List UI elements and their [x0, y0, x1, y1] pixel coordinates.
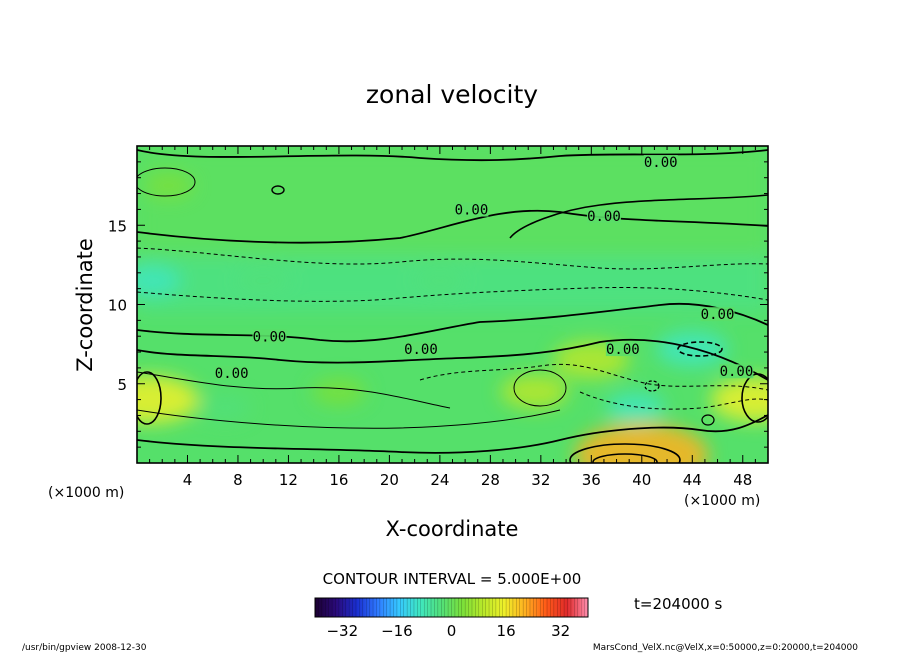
- colorbar-hatch: [314, 598, 589, 617]
- x-tick-label: 48: [733, 471, 752, 489]
- contour-pos-loop-upperleft: [137, 167, 196, 197]
- contour-small-loop: [271, 185, 285, 195]
- contour-label-bg: [643, 155, 678, 170]
- contour-label-bg: [700, 307, 735, 322]
- chart-title: zonal velocity: [366, 80, 538, 109]
- colorbar-tick-label: −32: [326, 622, 358, 640]
- contour-pos-loop-left: [137, 371, 162, 425]
- contour-label: 0.00: [404, 342, 438, 358]
- y-axis-label: Z-coordinate: [73, 238, 97, 372]
- contour-label: 0.00: [701, 307, 735, 323]
- y-tick-label: 5: [117, 376, 127, 394]
- colorbar-tick-label: 16: [497, 622, 516, 640]
- contour-label-bg: [252, 329, 287, 344]
- contour-label: 0.00: [587, 209, 621, 225]
- contour-zero-upper-b: [509, 194, 768, 239]
- y-tick-label: 15: [108, 217, 127, 235]
- contour-labels: 0.00 0.00 0.00 0.00 0.00 0.00 0.00 0.00 0.00: [214, 155, 754, 382]
- contour-lines: [137, 149, 768, 463]
- contour-label: 0.00: [215, 366, 249, 382]
- negative-core-7: [236, 266, 291, 295]
- contour-zero-upper: [137, 209, 768, 244]
- contour-zero-lower: [137, 338, 768, 381]
- contour-neg-dash-c: [419, 363, 768, 391]
- field-layer: 0.00 0.00 0.00 0.00 0.00 0.00 0.00 0.00 0.00: [137, 146, 768, 463]
- colorbar-frame: [314, 597, 589, 618]
- x-tick-label: 16: [329, 471, 348, 489]
- x-tick-label: 20: [380, 471, 399, 489]
- contour-pos-thin-b: [137, 409, 561, 429]
- x-tick-label: 12: [279, 471, 298, 489]
- contour-label: 0.00: [720, 364, 754, 380]
- contour-pos-loop-right: [741, 373, 768, 423]
- x-tick-label: 36: [582, 471, 601, 489]
- contour-label-bg: [586, 208, 621, 223]
- contour-label-bg: [454, 202, 489, 217]
- x-unit-left: (×1000 m): [48, 485, 124, 501]
- contour-neg-loop-right: [677, 341, 723, 357]
- footer-left: /usr/bin/gpview 2008-12-30: [22, 643, 147, 653]
- contour-label-bg: [605, 342, 640, 357]
- colorbar-tick-label: 32: [551, 622, 570, 640]
- colorbar-ticks: −32 −16 0 16 32: [326, 622, 570, 640]
- contour-label-bg: [719, 364, 754, 379]
- x-tick-label: 8: [233, 471, 243, 489]
- x-unit-right: (×1000 m): [684, 493, 760, 509]
- x-tick-label: 40: [632, 471, 651, 489]
- y-axis-ticks: 5 10 15: [108, 145, 768, 464]
- contour-label: 0.00: [606, 342, 640, 358]
- positive-core-6: [143, 172, 194, 199]
- x-tick-label: 28: [481, 471, 500, 489]
- x-tick-label: 32: [531, 471, 550, 489]
- colorbar-tick-label: −16: [381, 622, 413, 640]
- contour-small-loop-b: [701, 414, 715, 426]
- positive-core-5: [311, 377, 367, 406]
- contour-label: 0.00: [455, 203, 489, 219]
- contour-pos-loop-mid: [513, 369, 567, 407]
- x-tick-label: 4: [183, 471, 193, 489]
- x-axis-label: X-coordinate: [386, 517, 519, 541]
- negative-core-11: [606, 392, 665, 423]
- negative-core-9: [137, 264, 182, 297]
- contour-neg-dash-a: [137, 247, 768, 270]
- footer-right: MarsCond_VelX.nc@VelX,x=0:50000,z=0:2000…: [593, 643, 858, 653]
- contour-zero-bottom: [137, 414, 768, 454]
- x-tick-label: 24: [430, 471, 449, 489]
- colorbar: −32 −16 0 16 32: [314, 597, 589, 640]
- contour-interval-text: CONTOUR INTERVAL = 5.000E+00: [323, 570, 582, 588]
- x-axis-ticks: 4 8 12 16 20 24 28 32 36 40 44 48: [136, 146, 769, 489]
- contour-label: 0.00: [644, 155, 678, 171]
- negative-core-8: [414, 267, 465, 294]
- contour-pos-loop-bottom-b: [592, 453, 658, 463]
- contour-neg-loop-small: [644, 380, 660, 392]
- x-tick-label: 44: [683, 471, 702, 489]
- positive-core-3: [500, 374, 569, 409]
- contour-label-bg: [214, 365, 249, 380]
- positive-core-2: [710, 377, 768, 422]
- contour-label: 0.00: [253, 329, 287, 345]
- contour-label-bg: [403, 342, 438, 357]
- y-tick-label: 10: [108, 297, 127, 315]
- contour-pos-thin-a: [137, 371, 451, 409]
- time-text: t=204000 s: [634, 595, 722, 613]
- colorbar-tick-label: 0: [447, 622, 457, 640]
- negative-core-12: [200, 394, 251, 421]
- positive-core-0: [137, 375, 199, 424]
- contour-zero-top: [137, 149, 768, 162]
- contour-neg-dash-d: [579, 391, 768, 410]
- negative-core-10: [656, 330, 729, 367]
